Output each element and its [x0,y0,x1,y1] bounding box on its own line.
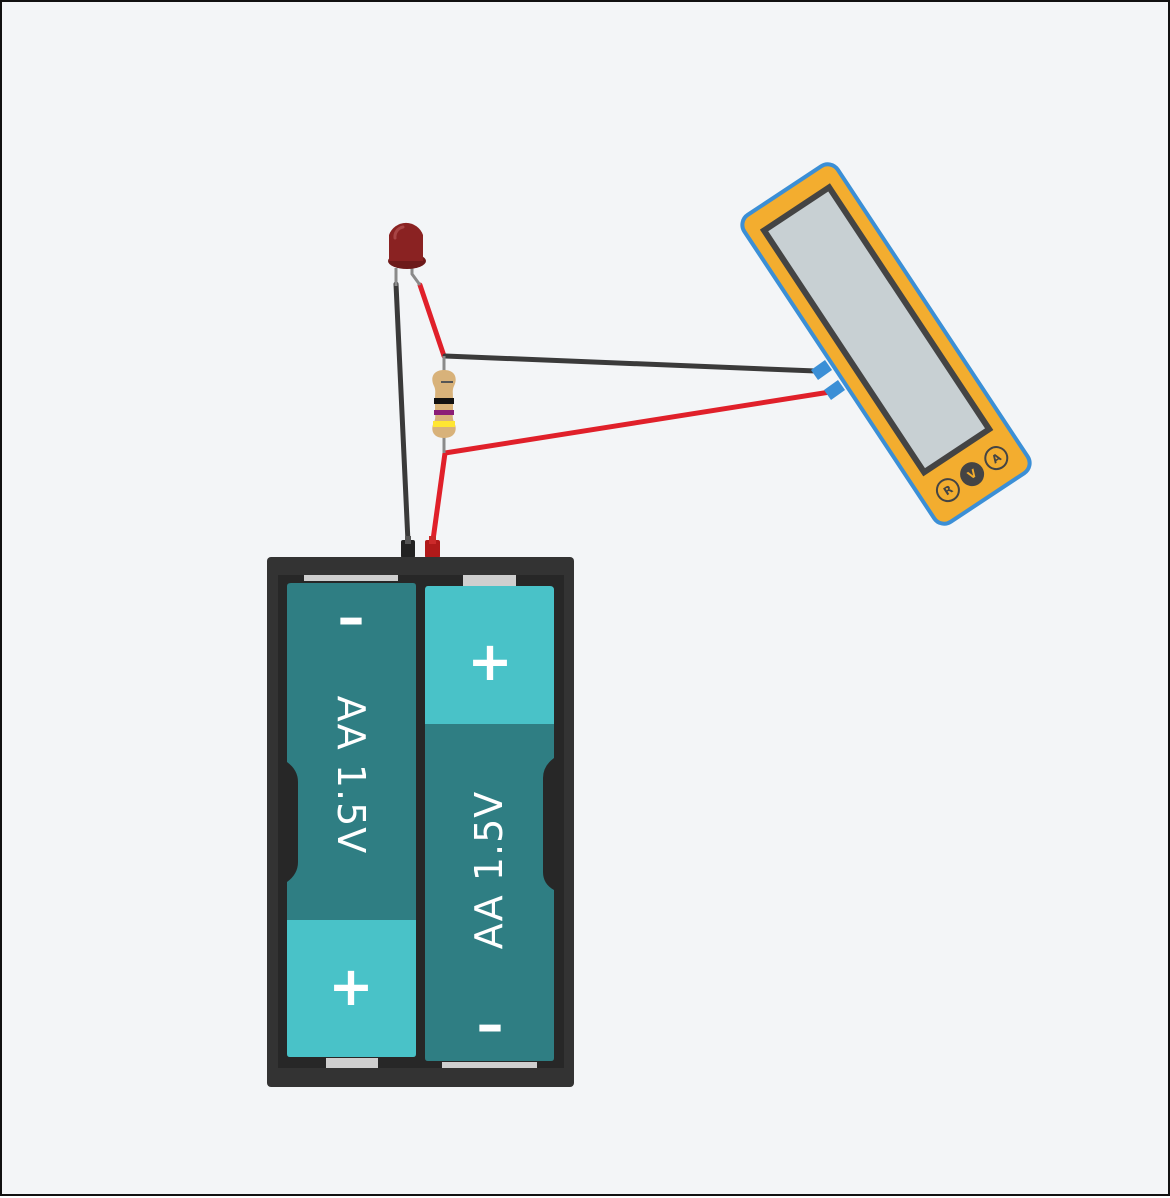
resistor[interactable] [432,356,456,453]
battery-pack[interactable]: – + AA 1.5V + – AA 1.5V [267,536,574,1087]
wire-resistor-to-battery-pos[interactable] [430,450,448,543]
battery-cell-2-minus-sign: – [477,993,504,1056]
wires [393,281,833,545]
battery-cell-1-minus-sign: – [338,586,365,649]
battery-positive-terminal[interactable] [425,540,440,558]
battery-cell-1: – + AA 1.5V [287,575,416,1068]
multimeter-probe-red[interactable] [824,380,845,400]
battery-cell-1-bottom-clip [326,1058,378,1068]
led[interactable] [388,222,426,286]
battery-cell-1-label: AA 1.5V [329,696,373,855]
battery-cell-2-bottom-clip [442,1062,537,1068]
wire-resistor-bottom-to-meter[interactable] [442,389,833,456]
wire-battery-neg-to-led[interactable] [393,281,411,545]
led-anode-leg [410,268,422,286]
multimeter-mode-r-button[interactable] [933,475,963,505]
resistor-band-3 [433,421,455,427]
battery-cell-1-body [287,583,416,920]
multimeter-probe-black[interactable] [811,360,832,380]
battery-cell-1-plus-cap [287,920,416,1057]
led-icon [389,222,423,261]
battery-positive-terminal-tip [429,536,436,544]
wire-led-to-resistor[interactable] [417,282,447,359]
battery-negative-terminal-tip [405,536,411,544]
multimeter-mode-a-button[interactable] [981,443,1011,473]
resistor-band-1 [434,398,454,404]
wire-resistor-top-to-meter[interactable] [442,353,819,374]
multimeter-screen [759,183,994,477]
multimeter-mode-v-button[interactable] [957,459,987,489]
led-highlight [393,225,405,240]
battery-cell-2-plus-cap [425,586,554,724]
battery-cell-2-body [425,724,554,1061]
battery-cell-2: + – AA 1.5V [425,575,554,1068]
battery-cell-1-top-clip [304,575,398,581]
battery-cell-2-plus-sign: + [467,630,512,693]
battery-cell-2-top-clip [463,575,516,586]
multimeter[interactable]: RVA [738,160,1035,529]
battery-cell-1-plus-sign: + [328,955,373,1018]
battery-cell-2-label: AA 1.5V [467,791,511,950]
resistor-band-2 [434,410,454,415]
battery-negative-terminal[interactable] [401,540,415,558]
resistor-band-4 [441,381,453,383]
